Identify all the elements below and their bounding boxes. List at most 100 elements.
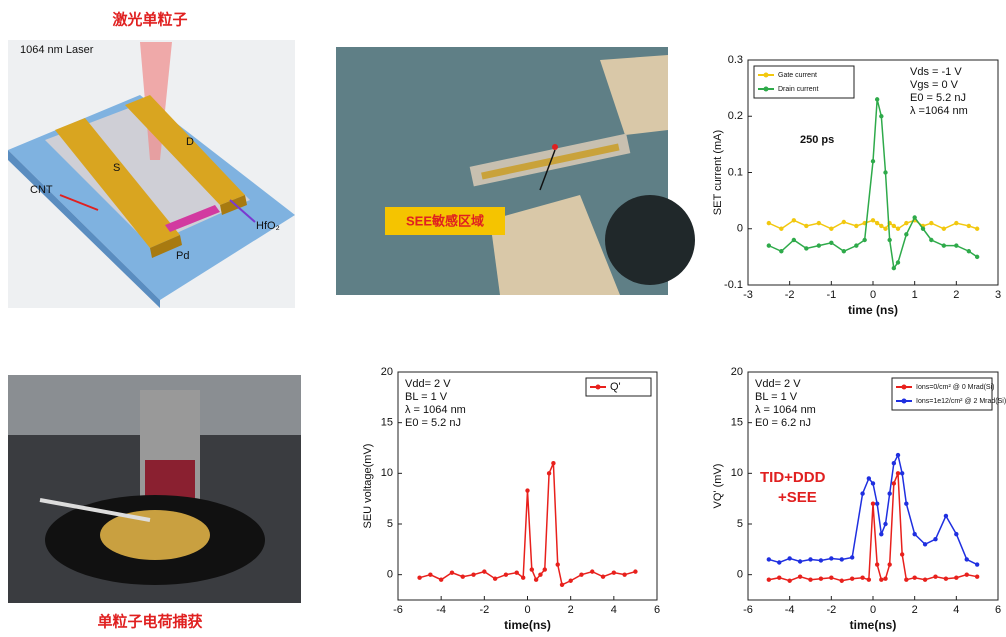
oxide-label: HfO₂ [256,220,280,232]
data-point [896,453,900,457]
data-point [875,562,879,566]
data-point [792,218,796,222]
data-point [493,577,497,581]
data-point [923,578,927,582]
data-point [892,224,896,228]
y-tick-label: 5 [387,518,393,530]
x-axis-label: time (ns) [848,303,898,317]
data-point [590,569,594,573]
data-point [954,576,958,580]
annotation: Vgs = 0 V [910,79,959,91]
data-point [892,266,896,270]
data-point [892,481,896,485]
x-tick-label: -3 [743,289,753,301]
data-point [840,579,844,583]
data-point [929,238,933,242]
data-point [862,238,866,242]
data-point [871,481,875,485]
data-point [819,577,823,581]
x-tick-label: 4 [953,604,959,616]
data-point [777,560,781,564]
source-label: S [113,162,120,174]
data-point [819,558,823,562]
data-point [923,542,927,546]
data-point [829,227,833,231]
data-point [965,572,969,576]
x-tick-label: -6 [393,604,403,616]
micrograph [336,47,695,295]
data-point [883,522,887,526]
data-point [875,221,879,225]
data-point [817,243,821,247]
data-point [521,576,525,580]
data-point [887,238,891,242]
data-point [482,569,486,573]
data-point [944,514,948,518]
data-point [896,471,900,475]
data-point [896,260,900,264]
x-tick-label: 2 [912,604,918,616]
data-point [551,461,555,465]
data-point [622,572,626,576]
data-point [767,221,771,225]
x-tick-label: -1 [826,289,836,301]
data-point [428,572,432,576]
photo-label: SEE敏感区域 [406,213,484,228]
data-point [871,159,875,163]
x-tick-label: 3 [995,289,1001,301]
data-point [767,243,771,247]
series-line [420,463,636,585]
annotation: E0 = 5.2 nJ [910,92,966,104]
data-point [954,221,958,225]
y-tick-label: -0.1 [724,279,743,291]
figure: 激光单粒子 单粒子电荷捕获 1064 nm Laser S D CNT HfO₂… [0,0,1006,637]
x-tick-label: -2 [826,604,836,616]
annotation: Vdd= 2 V [405,378,451,390]
data-point [538,572,542,576]
annotation: E0 = 5.2 nJ [405,417,461,429]
data-point [975,574,979,578]
legend-marker [764,73,769,78]
data-point [854,243,858,247]
data-point [798,574,802,578]
data-point [556,562,560,566]
annotation: λ =1064 nm [910,105,968,117]
bottom-caption: 单粒子电荷捕获 [97,613,202,631]
y-tick-label: 15 [731,417,743,429]
data-point [767,578,771,582]
x-axis-label: time(ns) [504,618,551,632]
data-point [779,227,783,231]
data-point [779,249,783,253]
data-point [896,227,900,231]
data-point [461,574,465,578]
data-point [842,249,846,253]
data-point [967,224,971,228]
cnt-label: CNT [30,184,53,196]
data-point [829,576,833,580]
data-point [804,224,808,228]
data-point [560,583,564,587]
data-point [547,471,551,475]
data-point [850,577,854,581]
data-point [854,224,858,228]
annotation: λ = 1064 nm [405,404,466,416]
data-point [942,243,946,247]
data-point [534,578,538,582]
callout: +SEE [778,489,817,506]
x-tick-label: 2 [953,289,959,301]
data-point [808,578,812,582]
data-point [633,569,637,573]
setup-photo [8,375,301,603]
data-point [933,574,937,578]
legend-box [754,66,854,98]
data-point [871,218,875,222]
data-point [850,555,854,559]
data-point [860,576,864,580]
data-point [875,97,879,101]
data-point [829,556,833,560]
legend-label: Gate current [778,72,817,79]
data-point [883,227,887,231]
data-point [515,570,519,574]
y-axis-label: SEU voltage(mV) [362,444,374,529]
y-tick-label: 15 [381,417,393,429]
